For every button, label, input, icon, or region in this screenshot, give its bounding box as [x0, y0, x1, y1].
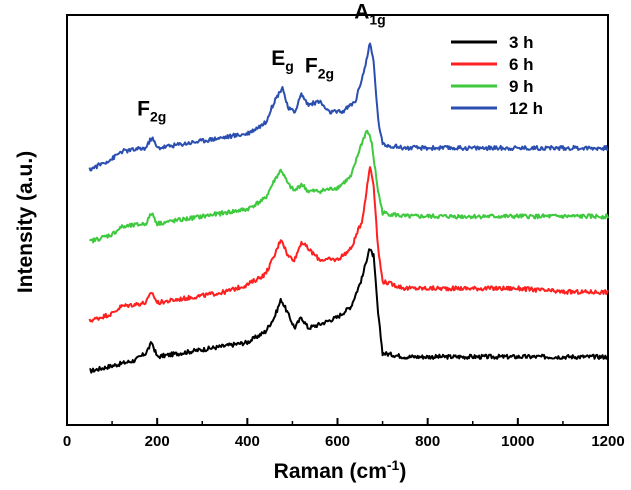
legend-label: 9 h — [509, 77, 534, 96]
peak-label: F2g — [305, 54, 334, 81]
series-line-9h — [89, 129, 609, 244]
x-axis-title: Raman (cm-1) — [274, 457, 407, 483]
legend-label: 12 h — [509, 99, 543, 118]
x-axis-ticks: 0 200 400 600 800 1000 1200 — [63, 418, 625, 450]
peak-label: A1g — [354, 0, 386, 27]
x-tick-label: 800 — [415, 433, 440, 450]
series-line-6h — [88, 166, 609, 323]
legend: 3 h 6 h 9 h 12 h — [451, 33, 543, 118]
x-tick-label: 1000 — [501, 433, 534, 450]
x-axis-title-superscript: -1 — [387, 457, 400, 473]
series-line-12h — [88, 42, 609, 172]
peak-label: Eg — [271, 47, 294, 74]
x-tick-label: 0 — [63, 433, 71, 450]
x-tick-label: 1200 — [591, 433, 624, 450]
x-tick-label: 600 — [325, 433, 350, 450]
series-line-3h — [89, 248, 609, 374]
series-lines — [88, 42, 609, 374]
x-tick-label: 400 — [235, 433, 260, 450]
peak-labels: F2g Eg F2g A1g — [137, 0, 386, 124]
legend-label: 6 h — [509, 55, 534, 74]
x-axis-title-close: ) — [399, 460, 406, 483]
legend-label: 3 h — [509, 33, 534, 52]
peak-label: F2g — [137, 98, 166, 125]
y-axis-title: Intensity (a.u.) — [14, 151, 37, 293]
x-tick-label: 200 — [145, 433, 170, 450]
